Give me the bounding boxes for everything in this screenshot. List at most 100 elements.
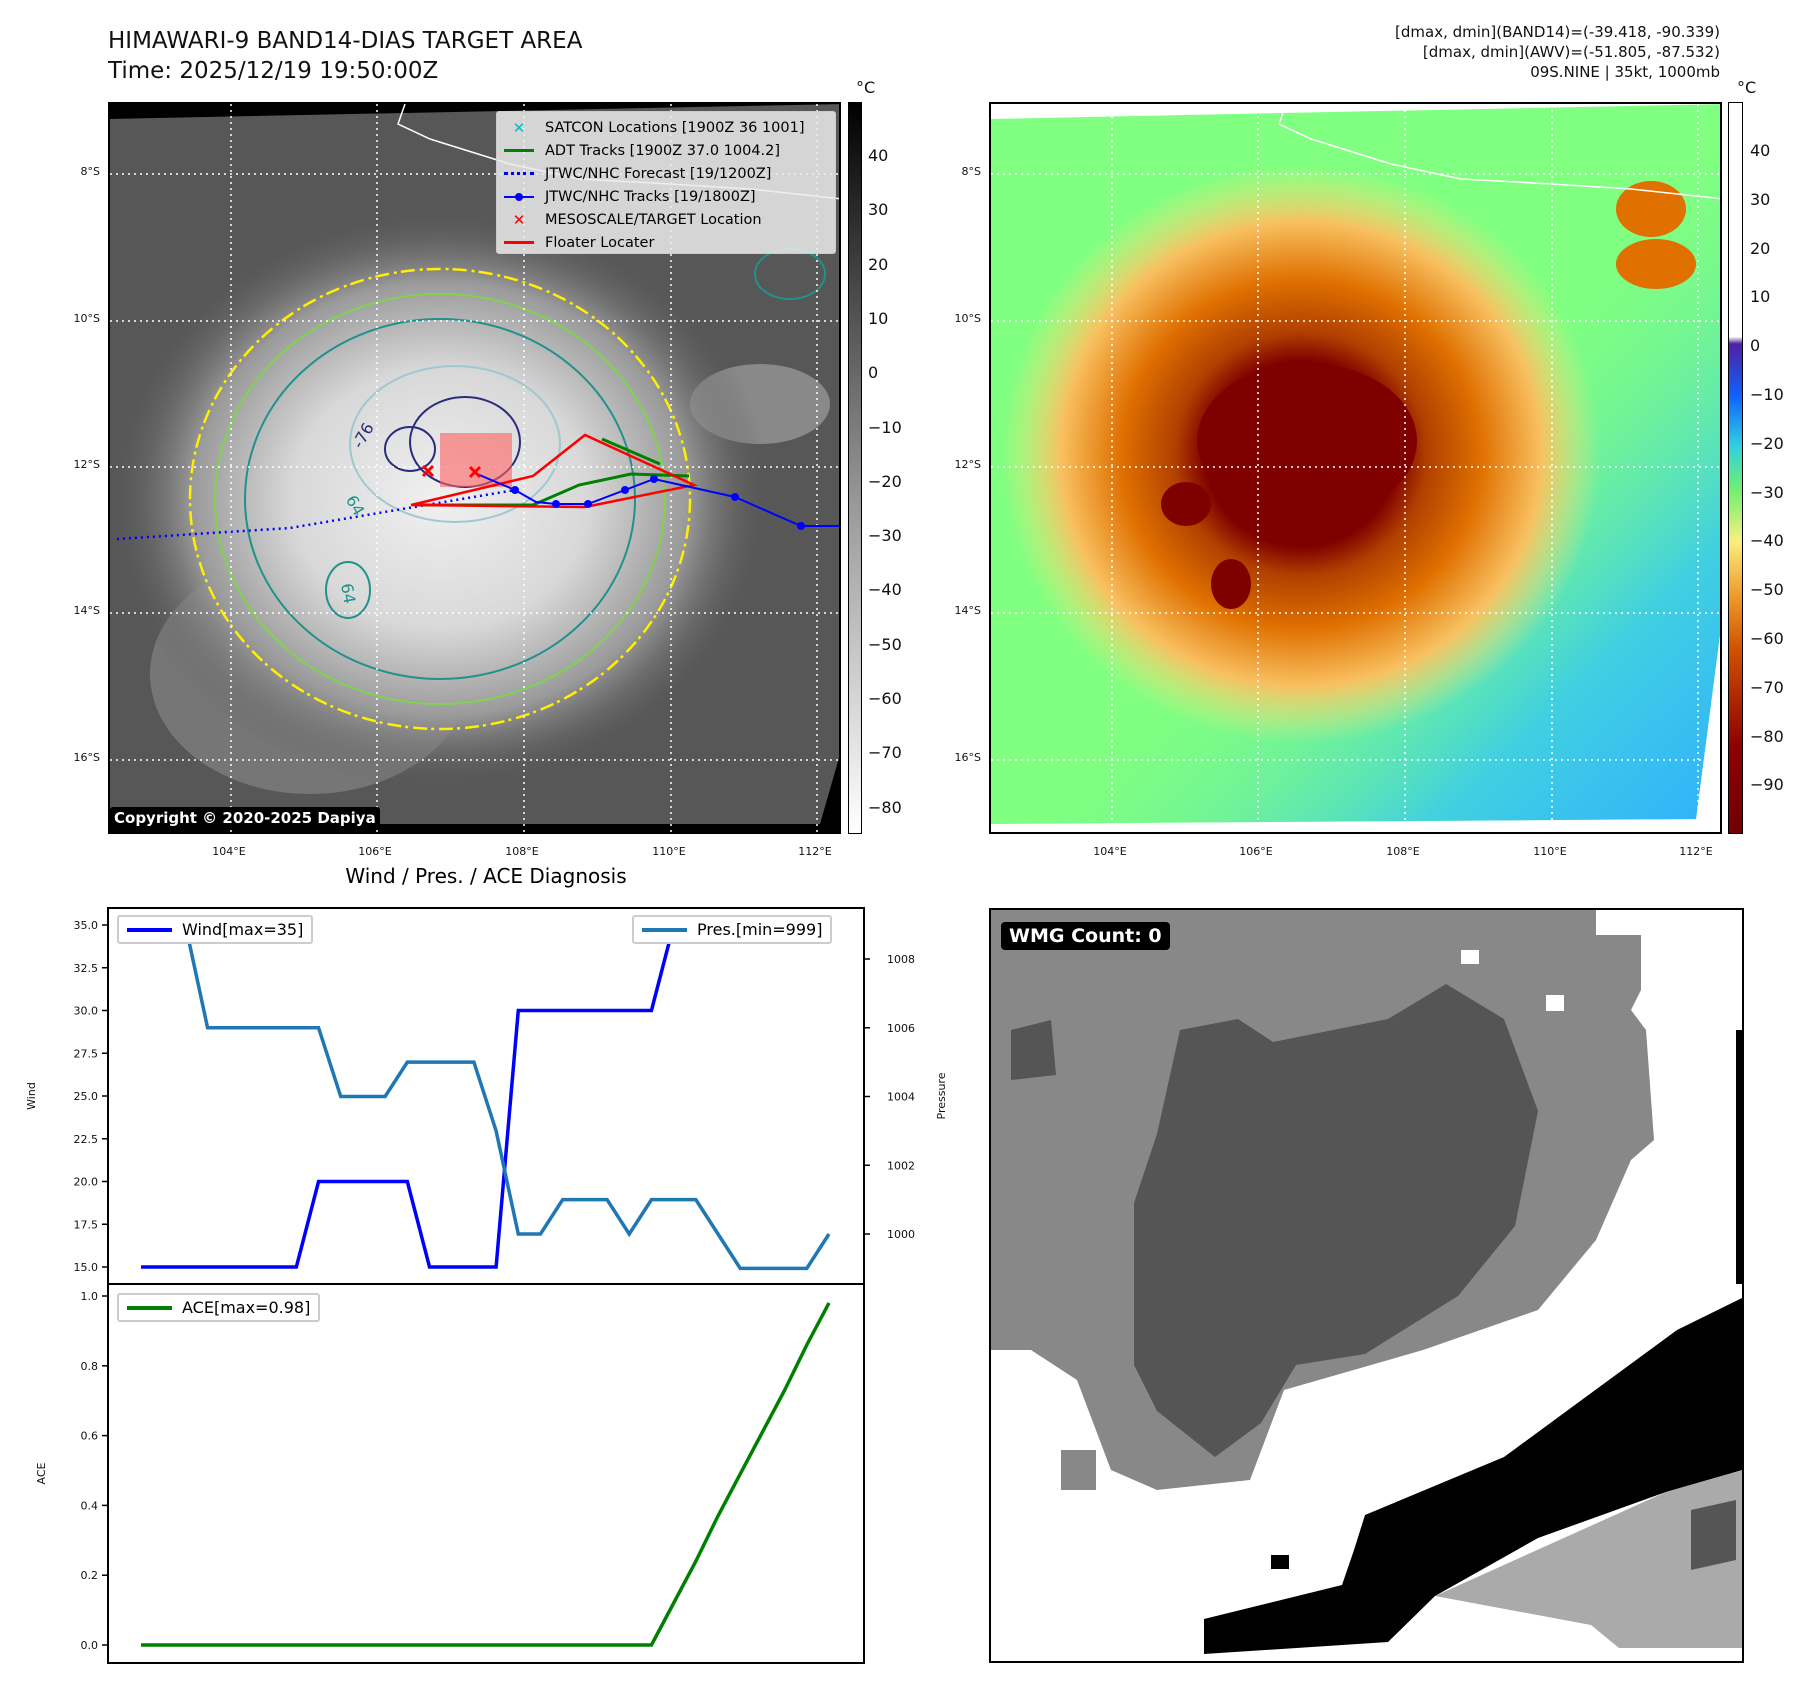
x-marker-icon: ✕	[512, 210, 526, 229]
latitude-label: 10°S	[73, 312, 100, 325]
legend-item: ✕ MESOSCALE/TARGET Location	[503, 208, 829, 231]
wind-legend-label: Wind[max=35]	[182, 920, 304, 939]
wind-tick-label: 25.0	[74, 1090, 99, 1103]
colorbar-tick: −50	[868, 634, 902, 654]
colorbar-tick: 40	[1750, 141, 1771, 160]
colorbar-tick: −40	[868, 580, 902, 600]
latitude-label: 14°S	[954, 604, 981, 617]
colorbar-color	[1728, 102, 1743, 834]
legend-item: Floater Locater	[503, 231, 829, 254]
colorbar-tick: 10	[868, 308, 889, 328]
pressure-tick-label: 1008	[887, 953, 915, 966]
ace-line	[141, 1302, 831, 1647]
wind-tick-label: 32.5	[74, 962, 99, 975]
colorbar-tick: 30	[1750, 189, 1771, 209]
pressure-legend-swatch	[642, 927, 687, 932]
wind-tick-label: 35.0	[74, 919, 99, 932]
colorbar-tick: −20	[868, 471, 902, 491]
wind-axis-label: Wind	[25, 1082, 38, 1110]
colorbar-tick: −70	[868, 743, 902, 763]
copyright-label: Copyright © 2020-2025 Dapiya	[110, 807, 380, 829]
longitude-label: 112°E	[1679, 845, 1713, 858]
legend-label: ADT Tracks [1900Z 37.0 1004.2]	[545, 142, 781, 159]
ace-legend-label: ACE[max=0.98]	[182, 1298, 311, 1317]
ace-tick-label: 0.0	[81, 1639, 99, 1652]
color-ir-map-panel	[989, 102, 1722, 834]
latitude-label: 14°S	[73, 604, 100, 617]
figure-title: HIMAWARI-9 BAND14-DIAS TARGET AREA Time:…	[108, 26, 582, 86]
target-area-box	[440, 433, 512, 487]
colorbar-unit: °C	[1737, 78, 1757, 97]
ace-axes-frame	[107, 1283, 865, 1664]
jtwc-forecast-track	[116, 488, 516, 541]
longitude-label: 106°E	[358, 845, 392, 858]
jtwc-track	[476, 473, 839, 530]
legend-item: ✕ SATCON Locations [1900Z 36 1001]	[503, 116, 829, 139]
wind-tick-label: 30.0	[74, 1005, 99, 1018]
colorbar-tick: −80	[1750, 726, 1784, 746]
solid-line-icon	[503, 149, 535, 152]
colorbar-tick: −30	[1750, 482, 1784, 502]
wmg-panel: WMG Count: 0	[989, 908, 1744, 1663]
colorbar-tick: −10	[1750, 385, 1784, 404]
color-ir-map-image	[991, 104, 1720, 832]
colorbar-tick: 20	[1750, 238, 1771, 258]
ace-tick-label: 0.4	[81, 1499, 99, 1512]
legend-label: Floater Locater	[545, 234, 655, 251]
colorbar-tick: 30	[868, 200, 889, 220]
colorbar-tick: 40	[868, 146, 889, 165]
diagnosis-chart: 15.0 17.5 20.0 22.5 25.0 27.5 30.0 32.5 35.0 1000…	[25, 907, 948, 1664]
dotted-line-icon	[503, 172, 535, 175]
map-legend: ✕ SATCON Locations [1900Z 36 1001] ADT Tra…	[496, 111, 836, 254]
pressure-axis-label: Pressure	[935, 1072, 948, 1119]
wind-tick-label: 22.5	[74, 1133, 99, 1146]
legend-label: SATCON Locations [1900Z 36 1001]	[545, 119, 805, 136]
pressure-tick-label: 1006	[887, 1022, 915, 1035]
ir-map-panel: -76 64 64 ✕ SATCON Locations [1900Z 36 10…	[108, 102, 841, 834]
colorbar-tick: 20	[868, 254, 889, 274]
pressure-legend-label: Pres.[min=999]	[697, 920, 823, 939]
line-dot-icon	[503, 192, 535, 201]
latitude-label: 8°S	[961, 165, 981, 178]
ir-map-image	[110, 104, 839, 832]
latitude-label: 12°S	[954, 458, 981, 471]
legend-item: JTWC/NHC Forecast [19/1200Z]	[503, 162, 829, 185]
wind-tick-label: 17.5	[74, 1218, 99, 1231]
colorbar-unit: °C	[856, 78, 876, 97]
wmg-count-badge: WMG Count: 0	[1001, 922, 1170, 950]
colorbar-tick: −70	[1750, 677, 1784, 697]
longitude-label: 104°E	[212, 845, 246, 858]
colorbar-grayscale	[848, 102, 862, 834]
latitude-label: 16°S	[954, 751, 981, 764]
colorbar-tick: −40	[1750, 531, 1784, 551]
solid-line-icon	[503, 241, 535, 244]
legend-label: MESOSCALE/TARGET Location	[545, 211, 762, 228]
ace-tick-label: 0.2	[81, 1569, 99, 1582]
pressure-line	[141, 922, 831, 1271]
wind-tick-label: 27.5	[74, 1047, 99, 1060]
colorbar-tick: −90	[1750, 775, 1784, 795]
title-line: HIMAWARI-9 BAND14-DIAS TARGET AREA	[108, 28, 583, 54]
legend-item: ADT Tracks [1900Z 37.0 1004.2]	[503, 139, 829, 162]
wind-tick-label: 15.0	[74, 1261, 99, 1274]
latitude-label: 10°S	[954, 312, 981, 325]
wind-legend-swatch	[127, 927, 172, 932]
legend-label: JTWC/NHC Tracks [19/1800Z]	[545, 188, 756, 205]
longitude-label: 106°E	[1239, 845, 1273, 858]
time-line: Time: 2025/12/19 19:50:00Z	[108, 58, 439, 84]
legend-item: JTWC/NHC Tracks [19/1800Z]	[503, 185, 829, 208]
legend-label: JTWC/NHC Forecast [19/1200Z]	[545, 165, 772, 182]
longitude-label: 112°E	[798, 845, 832, 858]
longitude-label: 108°E	[1386, 845, 1420, 858]
x-marker-icon: ✕	[512, 118, 526, 137]
band14-range: [dmax, dmin](BAND14)=(-39.418, -90.339)	[1395, 23, 1720, 41]
longitude-label: 110°E	[1533, 845, 1567, 858]
pressure-legend: Pres.[min=999]	[632, 915, 833, 944]
colorbar-tick: −80	[868, 797, 902, 817]
longitude-label: 104°E	[1093, 845, 1127, 858]
pressure-tick-label: 1002	[887, 1159, 915, 1172]
pressure-tick-label: 1004	[887, 1091, 915, 1104]
colorbar-tick: −20	[1750, 433, 1784, 453]
ace-tick-label: 0.6	[81, 1430, 99, 1443]
